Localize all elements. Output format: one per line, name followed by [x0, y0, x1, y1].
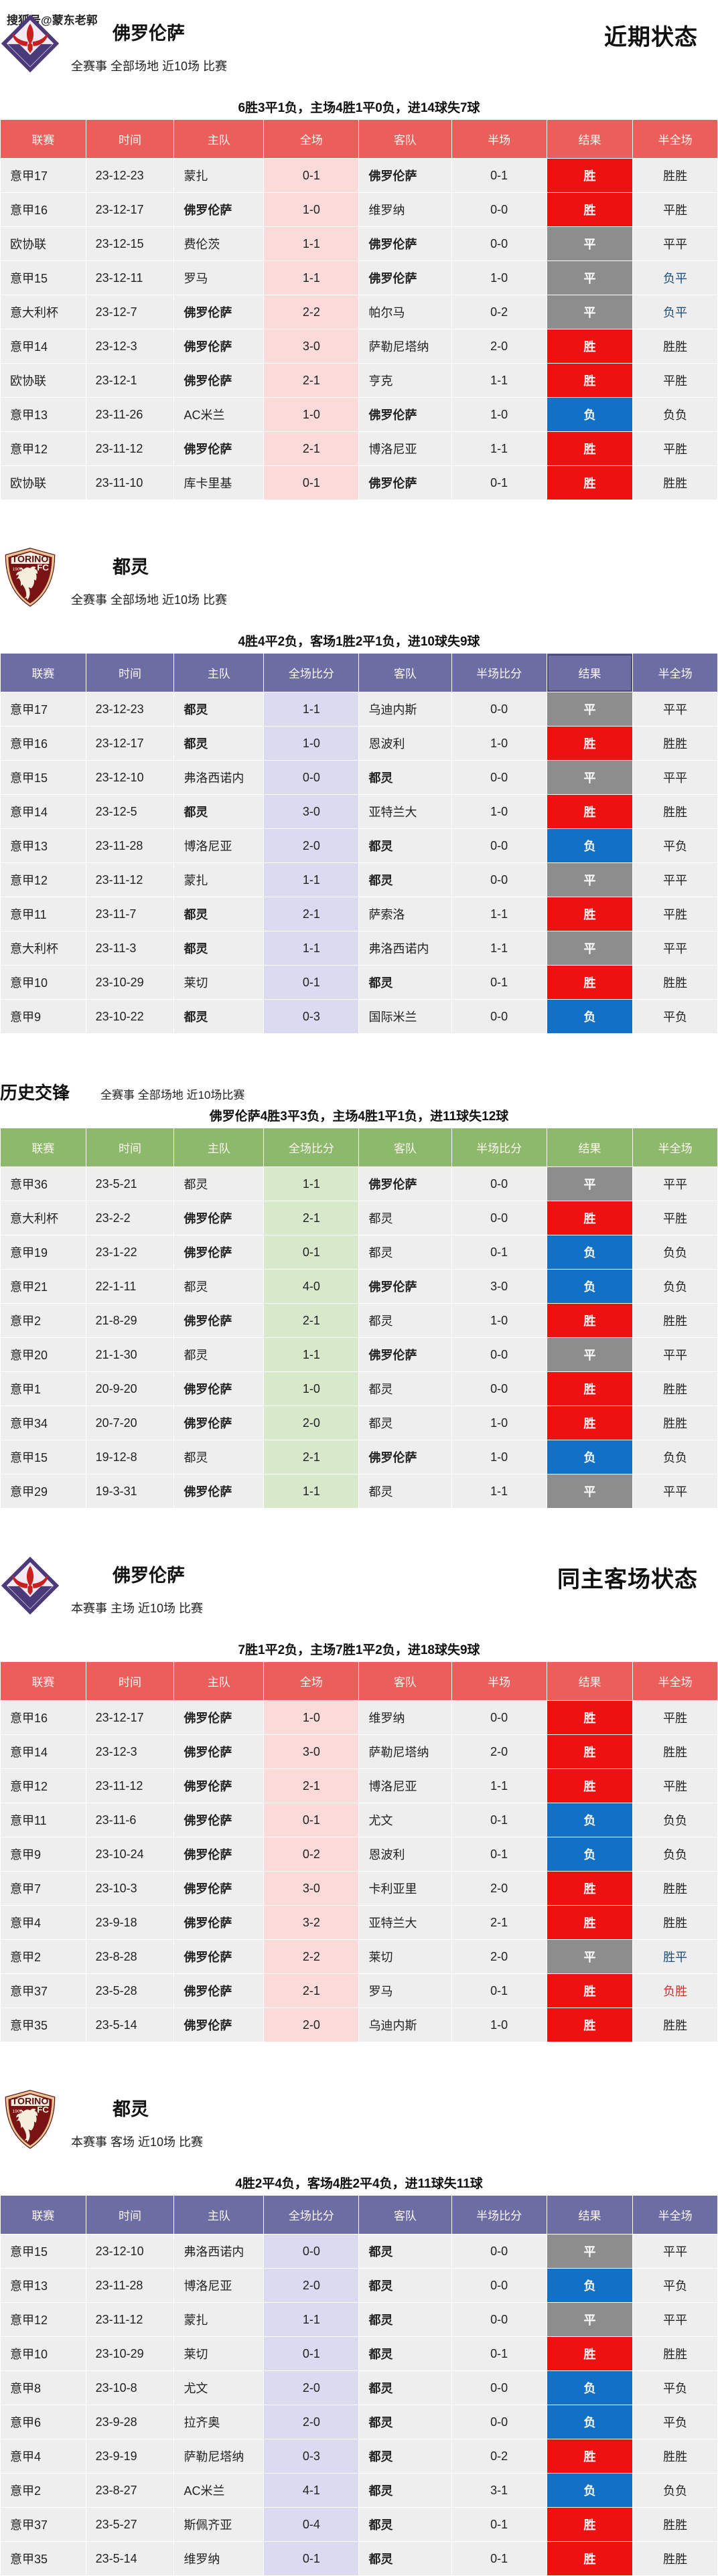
svg-text:FC: FC: [37, 2105, 49, 2115]
svg-text:FC: FC: [37, 562, 49, 573]
